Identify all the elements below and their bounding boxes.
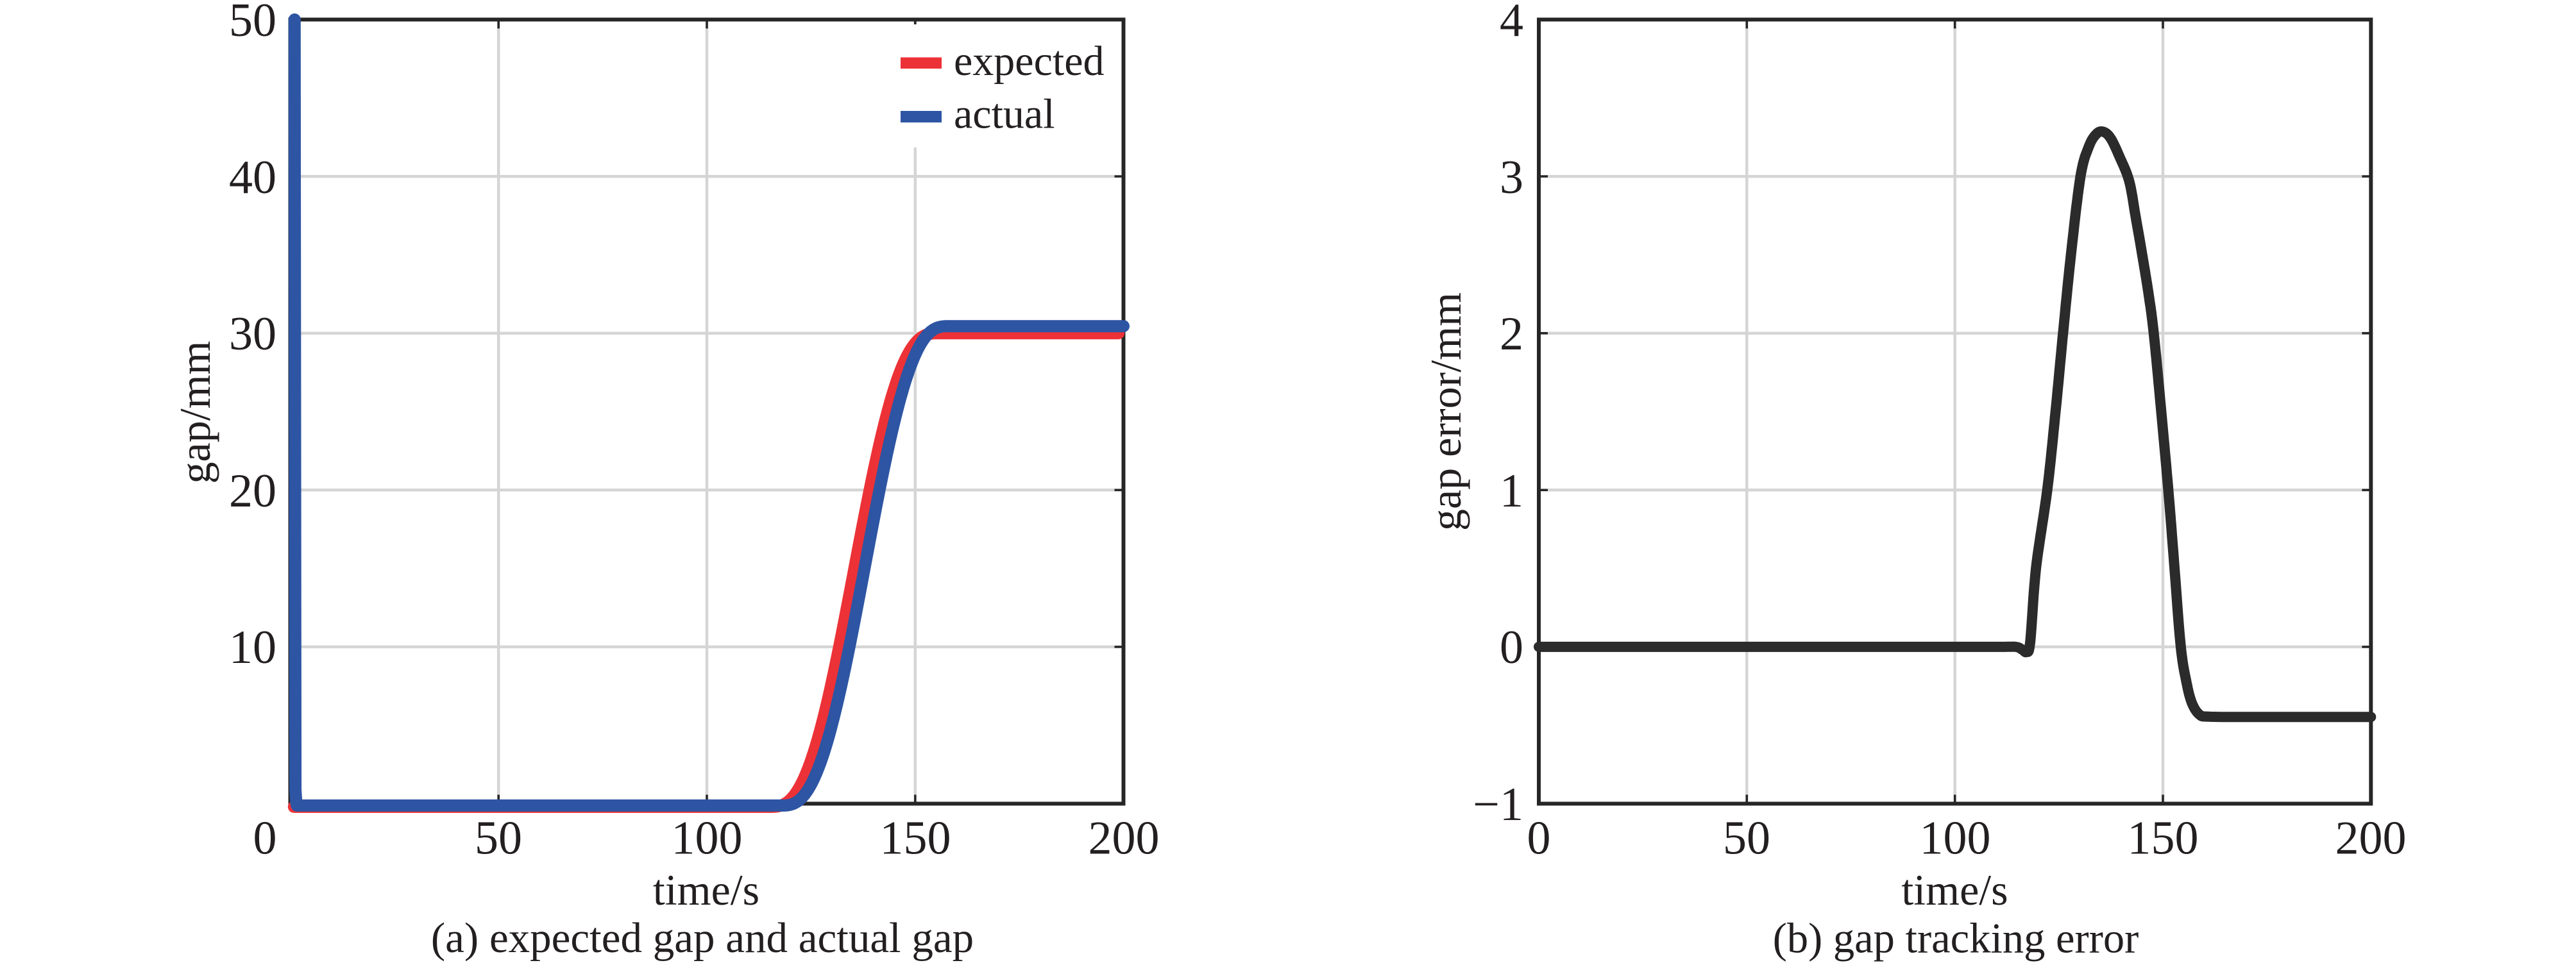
- svg-text:0: 0: [253, 812, 277, 865]
- svg-text:1: 1: [1500, 465, 1523, 517]
- svg-text:expected: expected: [954, 38, 1105, 85]
- svg-text:gap/mm: gap/mm: [171, 341, 219, 484]
- svg-text:150: 150: [2128, 812, 2199, 865]
- svg-text:200: 200: [2335, 812, 2407, 865]
- svg-text:4: 4: [1500, 0, 1523, 47]
- svg-text:−1: −1: [1473, 778, 1523, 831]
- svg-text:time/s: time/s: [1901, 866, 2008, 914]
- svg-text:40: 40: [229, 151, 276, 204]
- svg-text:actual: actual: [954, 91, 1055, 138]
- svg-text:gap error/mm: gap error/mm: [1421, 292, 1470, 531]
- svg-text:200: 200: [1089, 812, 1160, 865]
- svg-text:20: 20: [229, 465, 276, 517]
- svg-text:0: 0: [1500, 621, 1523, 674]
- svg-text:100: 100: [1920, 812, 1991, 865]
- svg-text:0: 0: [1527, 812, 1551, 865]
- svg-text:(a) expected gap and actual ga: (a) expected gap and actual gap: [431, 914, 974, 962]
- svg-text:3: 3: [1500, 151, 1523, 204]
- svg-text:time/s: time/s: [653, 866, 759, 914]
- svg-text:150: 150: [880, 812, 951, 865]
- svg-text:30: 30: [229, 308, 276, 360]
- svg-text:100: 100: [672, 812, 743, 865]
- svg-text:(b) gap tracking error: (b) gap tracking error: [1773, 916, 2139, 962]
- svg-text:10: 10: [229, 621, 276, 674]
- svg-text:50: 50: [1723, 812, 1770, 865]
- svg-text:2: 2: [1500, 308, 1523, 360]
- svg-text:50: 50: [229, 0, 276, 47]
- svg-text:50: 50: [475, 812, 522, 865]
